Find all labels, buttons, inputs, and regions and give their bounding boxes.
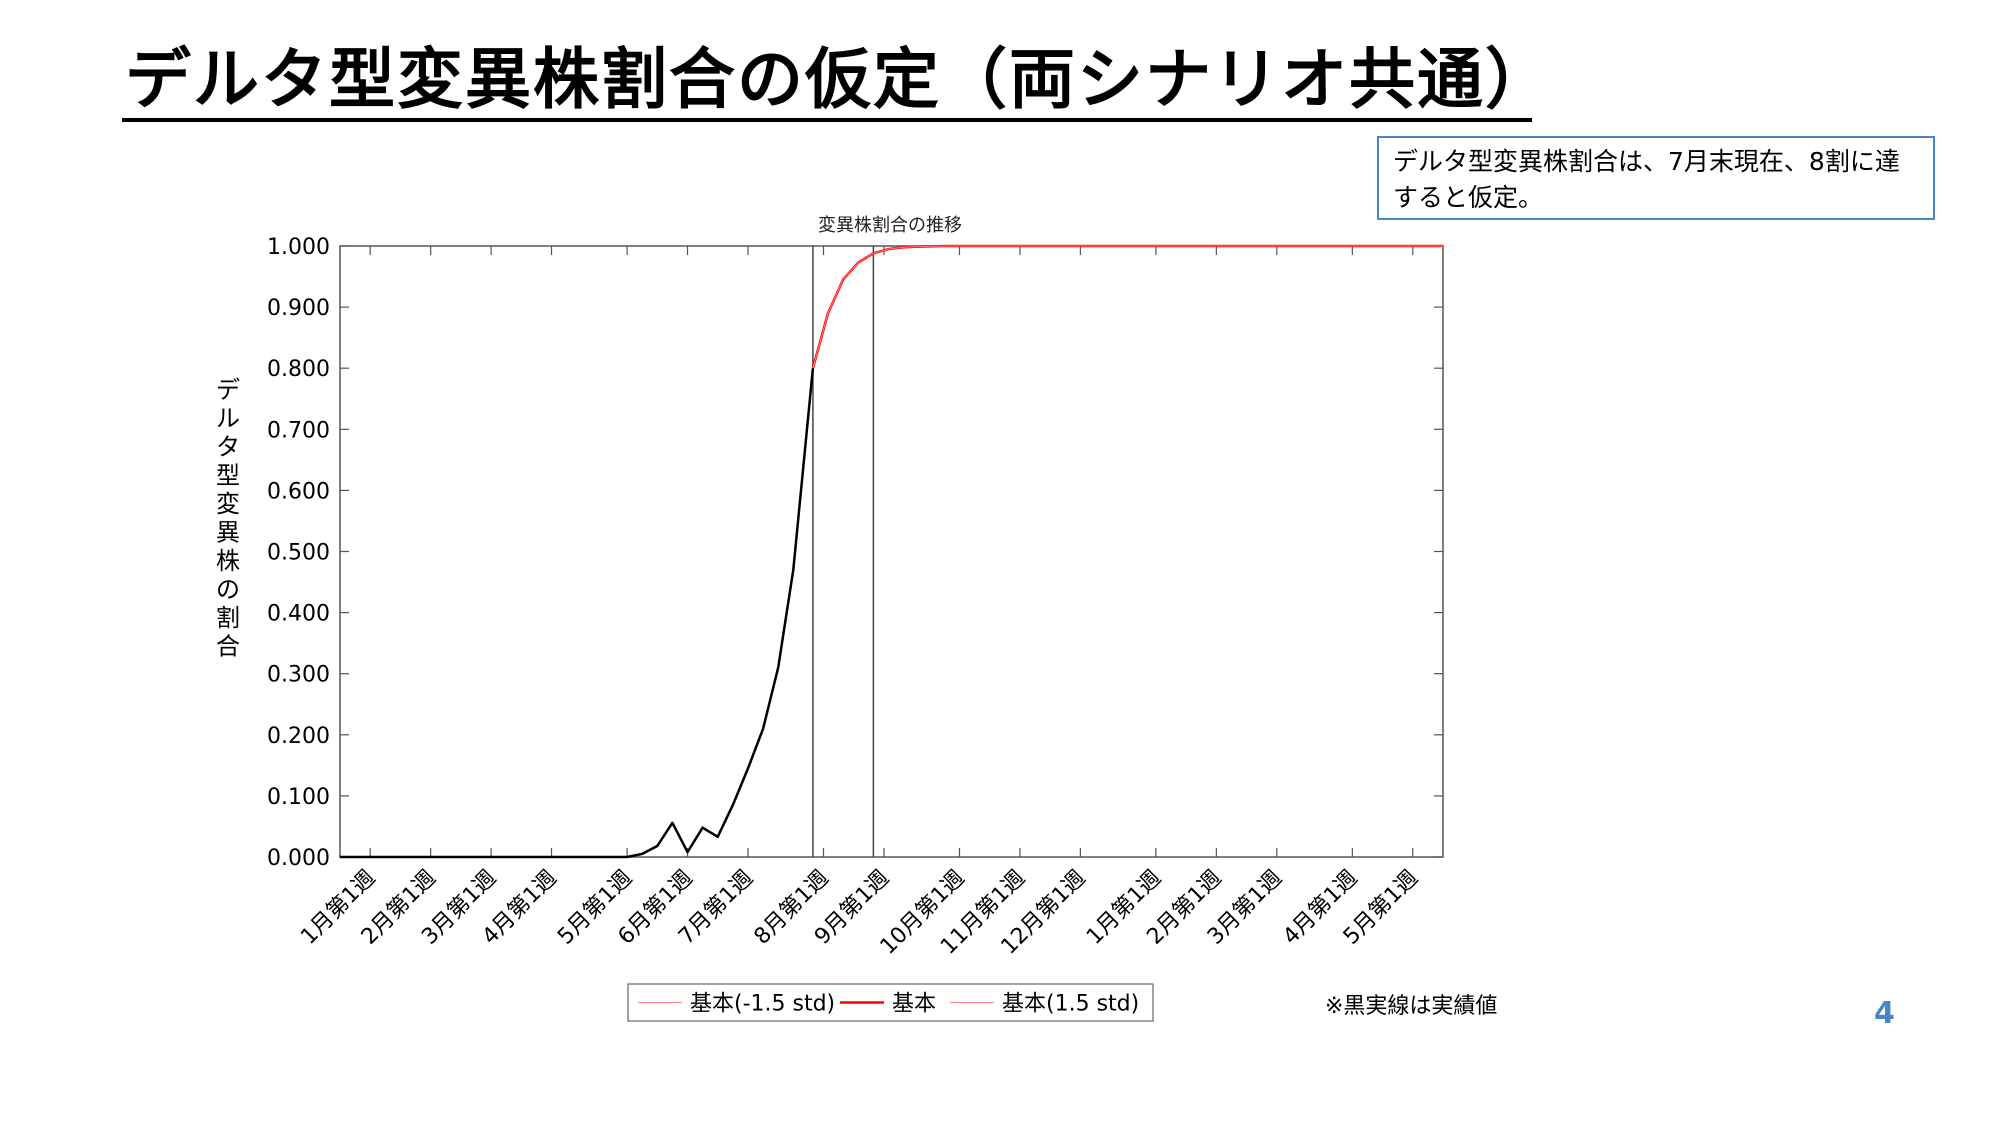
y-tick-label: 0.900 bbox=[267, 296, 330, 321]
legend-label: 基本(1.5 std) bbox=[1002, 992, 1139, 1017]
y-label-char: 合 bbox=[216, 633, 240, 661]
chart-title: 変異株割合の推移 bbox=[818, 215, 962, 236]
y-tick-label: 0.500 bbox=[267, 541, 330, 566]
footnote: ※黒実線は実績値 bbox=[1325, 994, 1498, 1019]
y-label-char: 株 bbox=[216, 547, 240, 575]
y-tick-label: 0.200 bbox=[267, 724, 330, 749]
series-line-2 bbox=[812, 245, 1443, 369]
y-label-char: の bbox=[216, 576, 240, 604]
y-tick-label: 0.000 bbox=[267, 846, 330, 871]
y-tick-label: 0.100 bbox=[267, 785, 330, 810]
y-label-char: 変 bbox=[216, 490, 240, 518]
slide-title: デルタ型変異株割合の仮定（両シナリオ共通） bbox=[125, 41, 1553, 118]
y-label-char: デ bbox=[216, 376, 240, 404]
axis-ticks: 0.000 0.100 0.200 0.300 0.400 0.500 0.600 0.700… bbox=[267, 235, 1443, 960]
y-tick-label: 0.800 bbox=[267, 357, 330, 382]
reference-lines bbox=[812, 246, 875, 857]
legend-label: 基本(-1.5 std) bbox=[690, 992, 835, 1017]
series-line-0 bbox=[812, 245, 1443, 369]
y-label-char: ル bbox=[216, 405, 240, 433]
page-number: 4 bbox=[1874, 996, 1895, 1031]
y-tick-label: 0.700 bbox=[267, 418, 330, 443]
series-line-1 bbox=[811, 244, 1443, 369]
actual-line bbox=[340, 368, 815, 859]
plot-area bbox=[339, 245, 1444, 858]
series-lines bbox=[340, 244, 1443, 859]
legend-label: 基本 bbox=[892, 992, 936, 1017]
y-tick-label: 0.600 bbox=[267, 479, 330, 504]
assumption-note: デルタ型変異株割合は、7月末現在、8割に達すると仮定。 bbox=[1377, 136, 1935, 220]
y-tick-label: 0.300 bbox=[267, 663, 330, 688]
y-tick-label: 1.000 bbox=[267, 235, 330, 260]
y-tick-label: 0.400 bbox=[267, 602, 330, 627]
title-underline bbox=[122, 118, 1532, 122]
y-label-char: 異 bbox=[216, 519, 240, 547]
y-label-char: 割 bbox=[216, 604, 240, 632]
y-label-char: 型 bbox=[216, 462, 240, 490]
y-label-char: タ bbox=[216, 433, 240, 461]
legend: 基本(-1.5 std) 基本 基本(1.5 std) bbox=[627, 983, 1154, 1022]
legend-box bbox=[627, 983, 1154, 1022]
